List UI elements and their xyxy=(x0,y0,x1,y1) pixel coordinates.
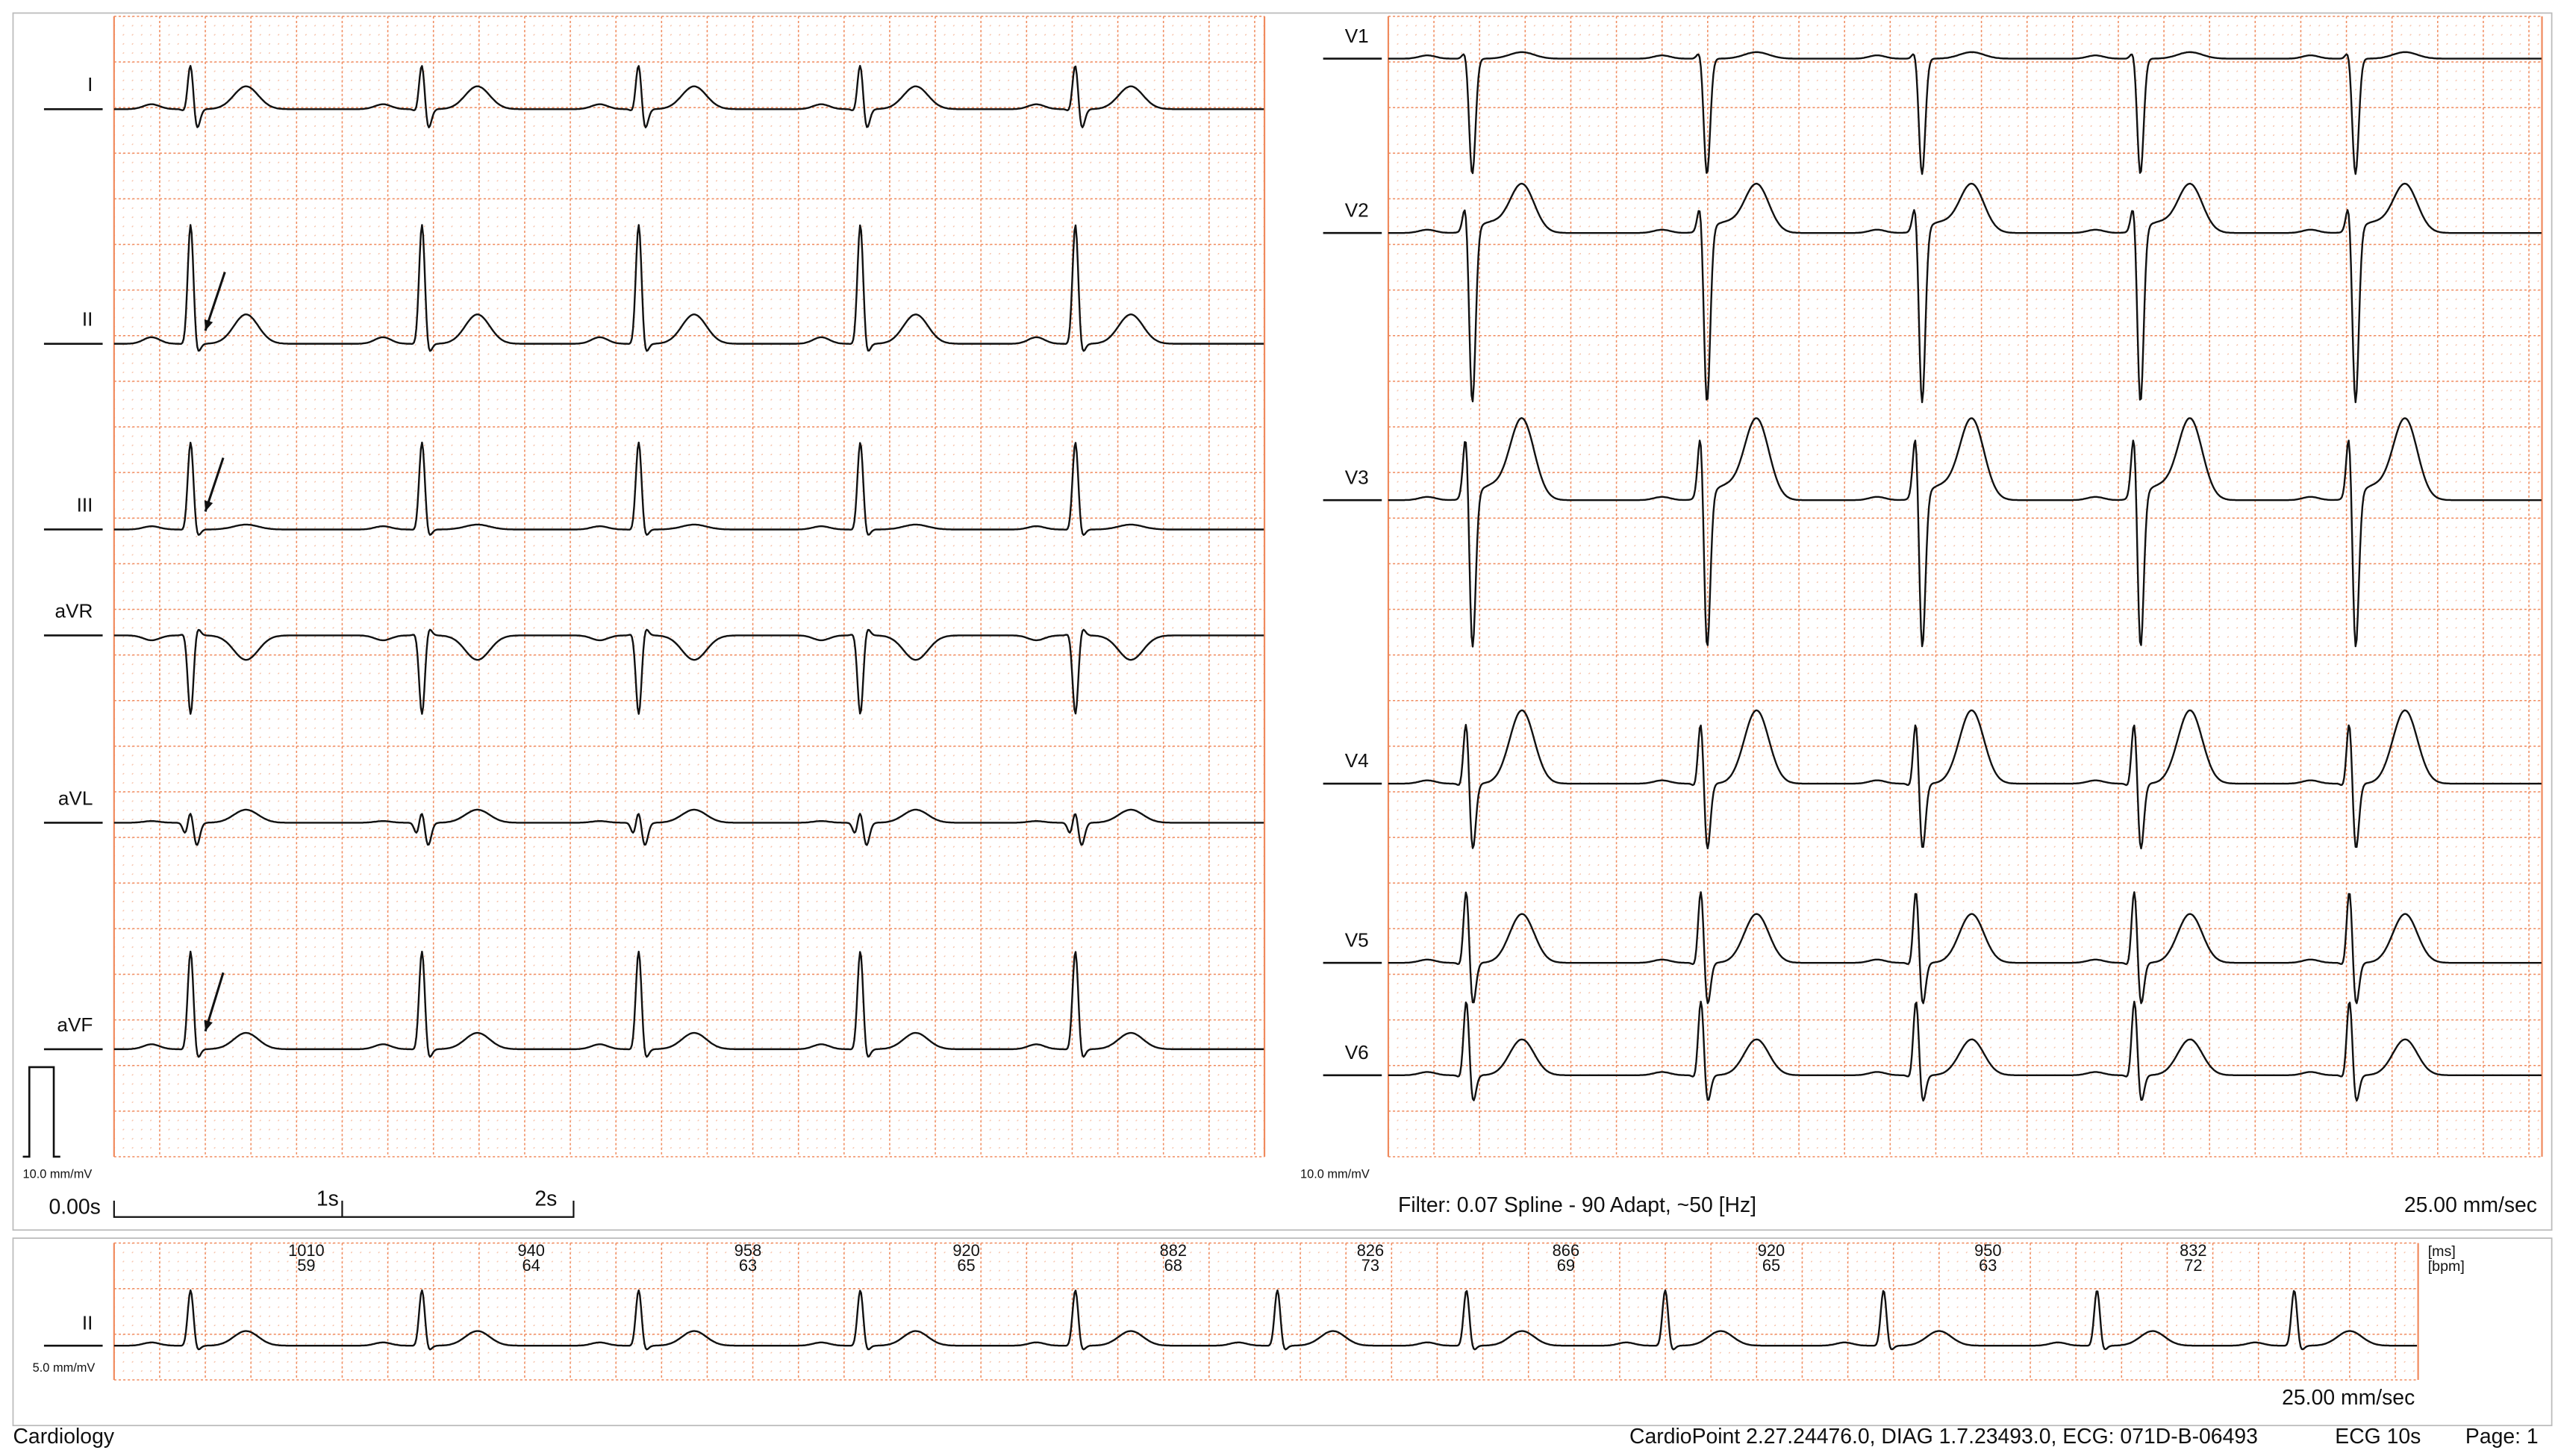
ecg-trace xyxy=(1388,1000,2542,1102)
ecg-trace xyxy=(113,950,1264,1058)
paper-speed: 25.00 mm/sec xyxy=(2282,1386,2415,1410)
time-mark: 1s xyxy=(316,1187,339,1210)
rr-interval-ms: 950 xyxy=(1974,1241,2001,1260)
ecg-trace xyxy=(1388,416,2542,648)
rr-interval-ms: 1010 xyxy=(288,1241,325,1260)
rr-interval-ms: 920 xyxy=(1758,1241,1785,1260)
lead-label: V6 xyxy=(1345,1041,1369,1063)
heart-rate-bpm: 63 xyxy=(739,1256,757,1275)
calibration-pulse xyxy=(22,1066,60,1158)
calibration-label: 10.0 mm/mV xyxy=(23,1167,93,1181)
ecg-grid xyxy=(113,1242,2419,1381)
rr-interval-ms: 832 xyxy=(2180,1241,2206,1260)
unit-label: [bpm] xyxy=(2428,1258,2465,1275)
heart-rate-bpm: 63 xyxy=(1979,1256,1997,1275)
lead-label: III xyxy=(77,493,93,516)
time-scale-bar xyxy=(113,1200,575,1218)
footer-department: Cardiology xyxy=(13,1425,114,1449)
main-frame xyxy=(12,12,2553,1231)
ecg-trace xyxy=(1388,51,2542,175)
paper-speed: 25.00 mm/sec xyxy=(2404,1193,2537,1217)
lead-label: aVF xyxy=(57,1013,93,1036)
time-start: 0.00s xyxy=(49,1195,100,1219)
rr-interval-ms: 866 xyxy=(1553,1241,1579,1260)
ecg-trace xyxy=(113,65,1264,128)
heart-rate-bpm: 64 xyxy=(522,1256,540,1275)
ecg-trace xyxy=(1388,182,2542,404)
lead-label: V2 xyxy=(1345,199,1369,221)
heart-rate-bpm: 73 xyxy=(1361,1256,1379,1275)
heart-rate-bpm: 72 xyxy=(2184,1256,2202,1275)
heart-rate-bpm: 65 xyxy=(1762,1256,1780,1275)
rr-interval-ms: 882 xyxy=(1160,1241,1187,1260)
heart-rate-bpm: 68 xyxy=(1164,1256,1182,1275)
lead-label: II xyxy=(82,1311,93,1334)
calibration-label: 5.0 mm/mV xyxy=(33,1361,96,1375)
arrow-head xyxy=(204,500,213,512)
rr-interval-ms: 958 xyxy=(734,1241,761,1260)
rr-interval-ms: 940 xyxy=(517,1241,544,1260)
ecg-trace xyxy=(1388,709,2542,850)
ecg-trace xyxy=(113,224,1264,352)
ecg-grid xyxy=(1387,16,2543,1157)
time-mark: 2s xyxy=(534,1187,557,1210)
filter-info: Filter: 0.07 Spline - 90 Adapt, ~50 [Hz] xyxy=(1398,1193,1756,1217)
footer-duration: ECG 10s xyxy=(2335,1425,2421,1449)
lead-label: aVR xyxy=(54,599,93,622)
ecg-grid xyxy=(113,16,1266,1157)
ecg-trace xyxy=(1388,891,2542,1004)
lead-label: II xyxy=(82,308,93,331)
lead-label: V4 xyxy=(1345,749,1369,772)
arrow-head xyxy=(204,319,213,331)
arrow-head xyxy=(204,1019,213,1031)
calibration-label: 10.0 mm/mV xyxy=(1300,1167,1370,1181)
unit-label: [ms] xyxy=(2428,1243,2456,1260)
heart-rate-bpm: 69 xyxy=(1557,1256,1575,1275)
rr-interval-ms: 920 xyxy=(952,1241,979,1260)
rr-interval-ms: 826 xyxy=(1357,1241,1384,1260)
heart-rate-bpm: 65 xyxy=(957,1256,975,1275)
rhythm-frame xyxy=(12,1237,2553,1427)
footer-software: CardioPoint 2.27.24476.0, DIAG 1.7.23493… xyxy=(1629,1425,2258,1449)
lead-label: I xyxy=(87,73,93,96)
lead-label: V5 xyxy=(1345,928,1369,951)
ecg-trace xyxy=(113,628,1264,715)
lead-label: aVL xyxy=(58,787,93,809)
ecg-trace xyxy=(113,1289,2418,1351)
lead-label: V1 xyxy=(1345,25,1369,47)
ecg-trace xyxy=(113,441,1264,537)
heart-rate-bpm: 59 xyxy=(297,1256,315,1275)
ecg-trace xyxy=(113,808,1264,846)
footer-page: Page: 1 xyxy=(2465,1425,2539,1449)
lead-label: V3 xyxy=(1345,466,1369,488)
